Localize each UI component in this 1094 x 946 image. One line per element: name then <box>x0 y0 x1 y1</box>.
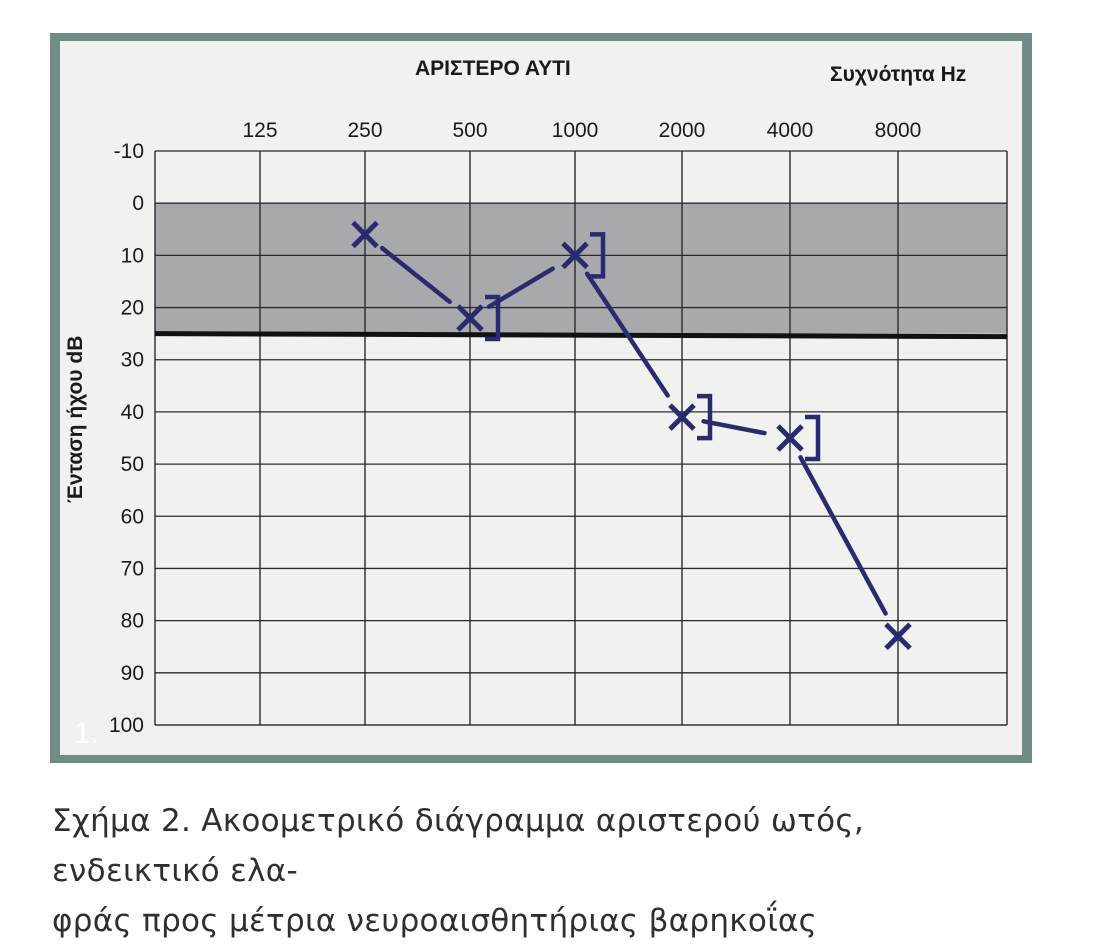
y-tick-label: 70 <box>121 557 144 580</box>
chart-background <box>60 41 1022 755</box>
x-tick-label: 2000 <box>659 119 706 142</box>
x-tick-label: 250 <box>347 119 382 142</box>
chart-title: ΑΡΙΣΤΕΡΟ ΑΥΤΙ <box>415 57 571 80</box>
y-tick-label: 40 <box>121 401 144 424</box>
y-tick-label: 20 <box>121 297 144 320</box>
series-line-segment <box>798 455 888 616</box>
y-tick-label: 10 <box>121 244 144 267</box>
x-tick-label: 500 <box>452 119 487 142</box>
x-marker-stroke <box>561 241 589 270</box>
data-point-x-marker <box>456 304 484 332</box>
series-line-segment <box>379 245 452 305</box>
data-point-x-marker <box>561 241 589 270</box>
y-axis-label: Ένταση ήχου dB <box>64 336 87 503</box>
y-tick-label: 80 <box>121 610 144 633</box>
data-point-bracket-marker <box>697 393 713 441</box>
data-point-bracket-marker <box>805 414 821 462</box>
x-axis-label: Συχνότητα Hz <box>830 63 966 86</box>
y-tick-label: 0 <box>132 192 144 215</box>
caption-line-2: φράς προς μέτρια νευροαισθητήριας βαρηκο… <box>52 903 818 939</box>
threshold-line <box>154 331 1008 340</box>
figure-caption: Σχήμα 2. Ακοομετρικό διάγραμμα αριστερού… <box>52 796 1042 946</box>
x-tick-label: 1000 <box>552 119 599 142</box>
audiogram-figure: ΑΡΙΣΤΕΡΟ ΑΥΤΙ Συχνότητα Hz 125 250 500 1000 20… <box>50 33 1032 763</box>
data-point-bracket-marker <box>485 294 501 342</box>
x-tick-label: 8000 <box>875 119 922 142</box>
series-line-segment <box>701 419 767 436</box>
x-tick-label: 4000 <box>767 119 814 142</box>
x-marker-stroke <box>884 622 912 651</box>
x-tick-label: 125 <box>242 119 277 142</box>
caption-label: Σχήμα 2. <box>52 803 192 839</box>
x-marker-stroke <box>456 304 484 332</box>
y-tick-label: -10 <box>114 140 144 163</box>
data-point-x-marker <box>668 403 696 431</box>
series-line-segment <box>584 271 670 398</box>
panel-number: 1. <box>74 717 99 750</box>
data-point-bracket-marker <box>590 232 606 279</box>
x-marker-stroke <box>668 403 696 431</box>
x-marker-stroke <box>351 220 379 249</box>
data-point-x-marker <box>351 220 379 249</box>
y-tick-label: 90 <box>121 662 144 685</box>
normal-range-band <box>155 203 1007 334</box>
y-tick-label: 30 <box>121 349 144 372</box>
y-tick-label: 50 <box>121 453 144 476</box>
data-point-x-marker <box>884 622 912 651</box>
caption-line-1: Ακοομετρικό διάγραμμα αριστερού ωτός, εν… <box>52 803 865 889</box>
x-marker-stroke <box>776 424 804 452</box>
y-tick-label: 100 <box>109 714 144 737</box>
data-point-x-marker <box>776 424 804 452</box>
y-tick-label: 60 <box>121 505 144 528</box>
